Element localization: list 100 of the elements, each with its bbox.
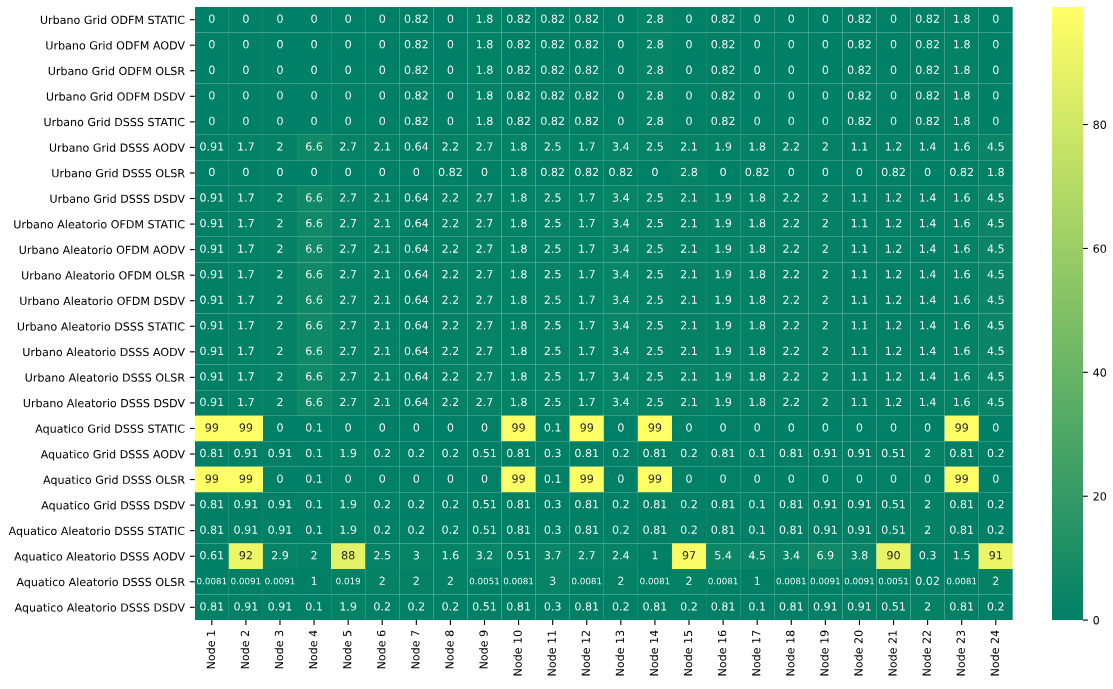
data-label: 0.91 [268, 602, 292, 611]
data-label: 1.6 [954, 346, 970, 356]
data-label: 0.64 [404, 142, 429, 151]
data-label: 2.7 [476, 397, 493, 406]
data-label: 0 [413, 474, 420, 483]
data-label: 0.64 [404, 346, 429, 356]
data-label: 4.5 [987, 219, 1004, 228]
data-label: 0 [618, 14, 624, 23]
y-tick-label: Urbano Aleatorio OFDM DSDV [20, 296, 185, 306]
data-label: 0 [992, 65, 999, 74]
data-label: 1.1 [851, 346, 868, 355]
data-label: 2.1 [374, 244, 391, 253]
data-label: 0.81 [506, 499, 530, 509]
data-label: 1.7 [238, 372, 254, 381]
data-label: 1.4 [920, 321, 936, 330]
data-label: 2.5 [646, 346, 663, 356]
data-label: 0.81 [575, 448, 599, 458]
data-label: 1.1 [851, 193, 868, 202]
data-label: 0.2 [408, 448, 425, 458]
data-label: 1.2 [885, 142, 902, 151]
data-label: 0.81 [711, 525, 735, 534]
data-label: 2 [924, 448, 931, 458]
data-label: 2.2 [442, 397, 459, 406]
data-label: 1.8 [476, 65, 493, 74]
data-label: 0.91 [200, 321, 224, 330]
data-label: 0.64 [404, 244, 429, 253]
data-label: 1.9 [715, 321, 732, 330]
data-label: 0.1 [749, 448, 765, 458]
data-label: 2.7 [476, 142, 493, 151]
data-label: 2.1 [681, 397, 697, 406]
data-label: 2 [822, 346, 828, 355]
data-label: 0 [345, 167, 351, 177]
data-label: 0 [788, 65, 795, 74]
data-label: 0.2 [408, 602, 425, 611]
data-label: 0.0081 [946, 577, 977, 585]
data-label: 0.81 [643, 525, 667, 534]
data-label: 3.4 [612, 372, 630, 381]
color-bar-label: 40 [1093, 368, 1107, 377]
data-label: 0.2 [408, 525, 425, 534]
data-label: 2.5 [544, 295, 561, 304]
data-label: 0.82 [438, 167, 462, 177]
data-label: 0.82 [506, 116, 530, 126]
data-label: 0.91 [268, 448, 292, 458]
data-label: 0.82 [915, 14, 939, 23]
data-label: 0 [720, 423, 726, 432]
data-label: 0.81 [506, 602, 530, 611]
data-label: 99 [512, 474, 525, 483]
data-label: 2.2 [783, 346, 799, 355]
data-label: 1.8 [510, 346, 527, 356]
data-label: 2.7 [340, 193, 357, 202]
data-label: 0.0091 [231, 577, 261, 585]
data-label: 0.64 [404, 218, 429, 228]
data-label: 0 [311, 91, 317, 100]
data-label: 0.82 [711, 116, 735, 126]
data-label: 1.7 [238, 346, 254, 355]
data-label: 0 [379, 14, 386, 23]
data-label: 0.91 [813, 602, 837, 611]
x-tick-label: Node 21 [888, 630, 897, 676]
data-label: 0.82 [541, 40, 564, 49]
x-tick-label: Node 3 [274, 630, 284, 669]
data-label: 2.1 [374, 321, 391, 330]
data-label: 0.51 [881, 525, 905, 534]
data-label: 1.8 [476, 116, 493, 126]
data-label: 0 [277, 116, 283, 126]
data-label: 3.4 [612, 244, 630, 253]
data-label: 1.1 [851, 244, 868, 253]
data-label: 99 [580, 423, 594, 432]
data-label: 1.7 [579, 244, 595, 253]
data-label: 1.9 [715, 346, 732, 356]
data-label: 2.7 [476, 218, 493, 228]
y-tick-label: Aquatico Grid DSSS STATIC [35, 424, 185, 435]
data-label: 0.82 [575, 116, 599, 126]
data-label: 2.5 [374, 551, 391, 560]
data-label: 6.6 [306, 218, 323, 228]
data-label: 1.7 [238, 295, 254, 304]
data-label: 0 [209, 40, 215, 49]
data-label: 99 [648, 423, 662, 432]
x-tick-label: Node 8 [445, 630, 454, 669]
data-label: 0.1 [305, 448, 322, 458]
data-label: 0.91 [200, 295, 224, 304]
data-label: 1.7 [579, 142, 595, 151]
data-label: 1.1 [851, 270, 868, 279]
data-label: 0 [311, 14, 317, 23]
data-label: 1.8 [510, 269, 527, 279]
data-label: 2.8 [646, 40, 664, 49]
data-label: 99 [955, 423, 968, 432]
data-label: 0 [924, 474, 931, 483]
data-label: 0 [481, 474, 488, 483]
data-label: 0 [890, 91, 897, 100]
data-label: 2.5 [646, 295, 663, 304]
data-label: 0.82 [575, 91, 599, 100]
data-label: 0 [992, 474, 999, 483]
data-label: 0.82 [506, 14, 530, 23]
data-label: 2.5 [544, 321, 561, 330]
data-label: 1.7 [579, 372, 595, 381]
data-label: 88 [341, 551, 355, 560]
data-label: 2.2 [783, 142, 799, 151]
data-label: 0.2 [612, 448, 629, 458]
data-label: 2.2 [442, 218, 459, 228]
data-label: 0 [686, 65, 692, 74]
